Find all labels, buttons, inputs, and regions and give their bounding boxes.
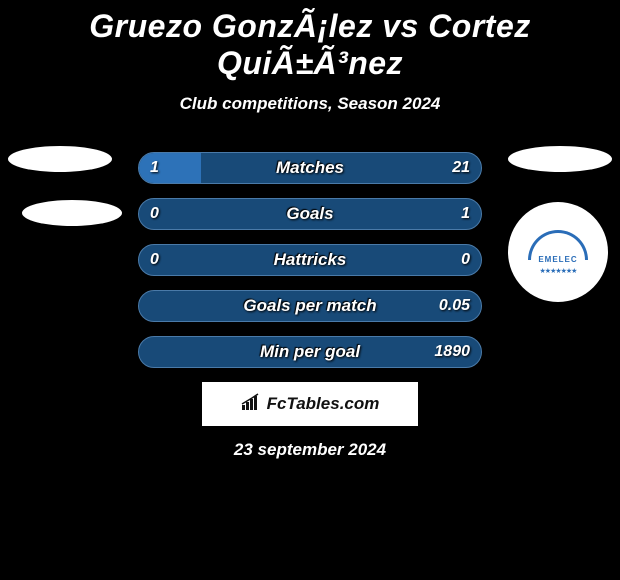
player-left-avatar-group [8,146,122,226]
snapshot-date: 23 september 2024 [0,440,620,460]
comparison-chart: EMELEC ★★★★★★★ 1 Matches 21 0 Goals 1 0 Hattric… [0,152,620,368]
source-logo-text: FcTables.com [267,394,380,414]
stat-label: Hattricks [274,250,347,270]
stat-value-left: 0 [150,251,159,269]
source-logo: FcTables.com [202,382,418,426]
stat-value-right: 0.05 [439,297,470,315]
stat-row: 1 Matches 21 [138,152,482,184]
stat-row: Goals per match 0.05 [138,290,482,322]
stat-value-left: 0 [150,205,159,223]
player-right-club-badge: EMELEC ★★★★★★★ [508,202,608,302]
player-left-club-ellipse [22,200,122,226]
stat-row: 0 Goals 1 [138,198,482,230]
bar-fill-left [139,153,201,183]
stat-label: Goals [286,204,333,224]
stat-value-right: 21 [452,159,470,177]
player-right-head-ellipse [508,146,612,172]
page-subtitle: Club competitions, Season 2024 [0,94,620,114]
stat-value-right: 1 [461,205,470,223]
stat-value-right: 1890 [434,343,470,361]
stat-label: Matches [276,158,344,178]
club-badge-stars: ★★★★★★★ [540,267,577,275]
bar-chart-icon [241,393,263,416]
player-right-avatar-group: EMELEC ★★★★★★★ [508,146,612,302]
player-left-head-ellipse [8,146,112,172]
stat-label: Min per goal [260,342,360,362]
stat-value-right: 0 [461,251,470,269]
page-title: Gruezo GonzÃ¡lez vs Cortez QuiÃ±Ã³nez [0,0,620,82]
stat-value-left: 1 [150,159,159,177]
stat-label: Goals per match [243,296,376,316]
club-badge-text: EMELEC [536,254,579,265]
stat-row: Min per goal 1890 [138,336,482,368]
stat-row: 0 Hattricks 0 [138,244,482,276]
